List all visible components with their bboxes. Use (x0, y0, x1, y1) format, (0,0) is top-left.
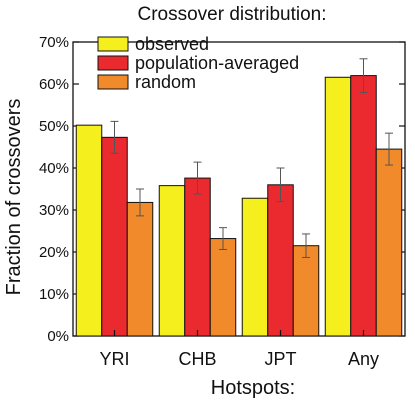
legend-swatch-random (97, 74, 129, 90)
bar-observed-JPT (241, 197, 269, 337)
chart-title: Crossover distribution: (137, 4, 326, 25)
plot-area: 0% 10% 20% 30% 40% 50% 60% 70% YRI CHB JPT Any (39, 34, 406, 369)
legend-label-observed: observed (135, 34, 209, 54)
bar-random-JPT (292, 245, 320, 337)
legend-label-random: random (135, 72, 196, 92)
y-tick-label: 0% (47, 328, 69, 345)
bar-population-averaged-CHB (184, 177, 211, 337)
y-tick-label: 60% (39, 76, 69, 93)
bar-observed-CHB (158, 185, 186, 337)
plot-frame (72, 41, 406, 337)
y-tick-label: 10% (39, 286, 69, 303)
y-axis-label: Fraction of crossovers (3, 99, 25, 296)
bar-population-averaged-JPT (267, 184, 294, 337)
bar-observed-YRI (75, 124, 103, 337)
bar-observed-Any (324, 76, 352, 337)
x-tick-label: Any (348, 349, 379, 369)
y-tick-label: 30% (39, 202, 69, 219)
y-tick-label: 20% (39, 244, 69, 261)
y-tick-label: 50% (39, 118, 69, 135)
x-tick-label: JPT (264, 349, 296, 369)
y-tick-label: 70% (39, 34, 69, 51)
x-tick-label: CHB (178, 349, 216, 369)
legend-swatch-observed (97, 36, 129, 52)
bar-random-Any (375, 148, 403, 337)
legend-swatch-population-averaged (97, 55, 129, 71)
bar-random-CHB (209, 238, 237, 337)
x-tick-label: YRI (99, 349, 129, 369)
legend-label-population-averaged: population-averaged (135, 53, 299, 73)
x-axis-label: Hotspots: (211, 377, 295, 399)
bar-population-averaged-Any (350, 75, 377, 337)
y-tick-label: 40% (39, 160, 69, 177)
bar-random-YRI (126, 201, 154, 337)
bar-population-averaged-YRI (101, 136, 128, 337)
